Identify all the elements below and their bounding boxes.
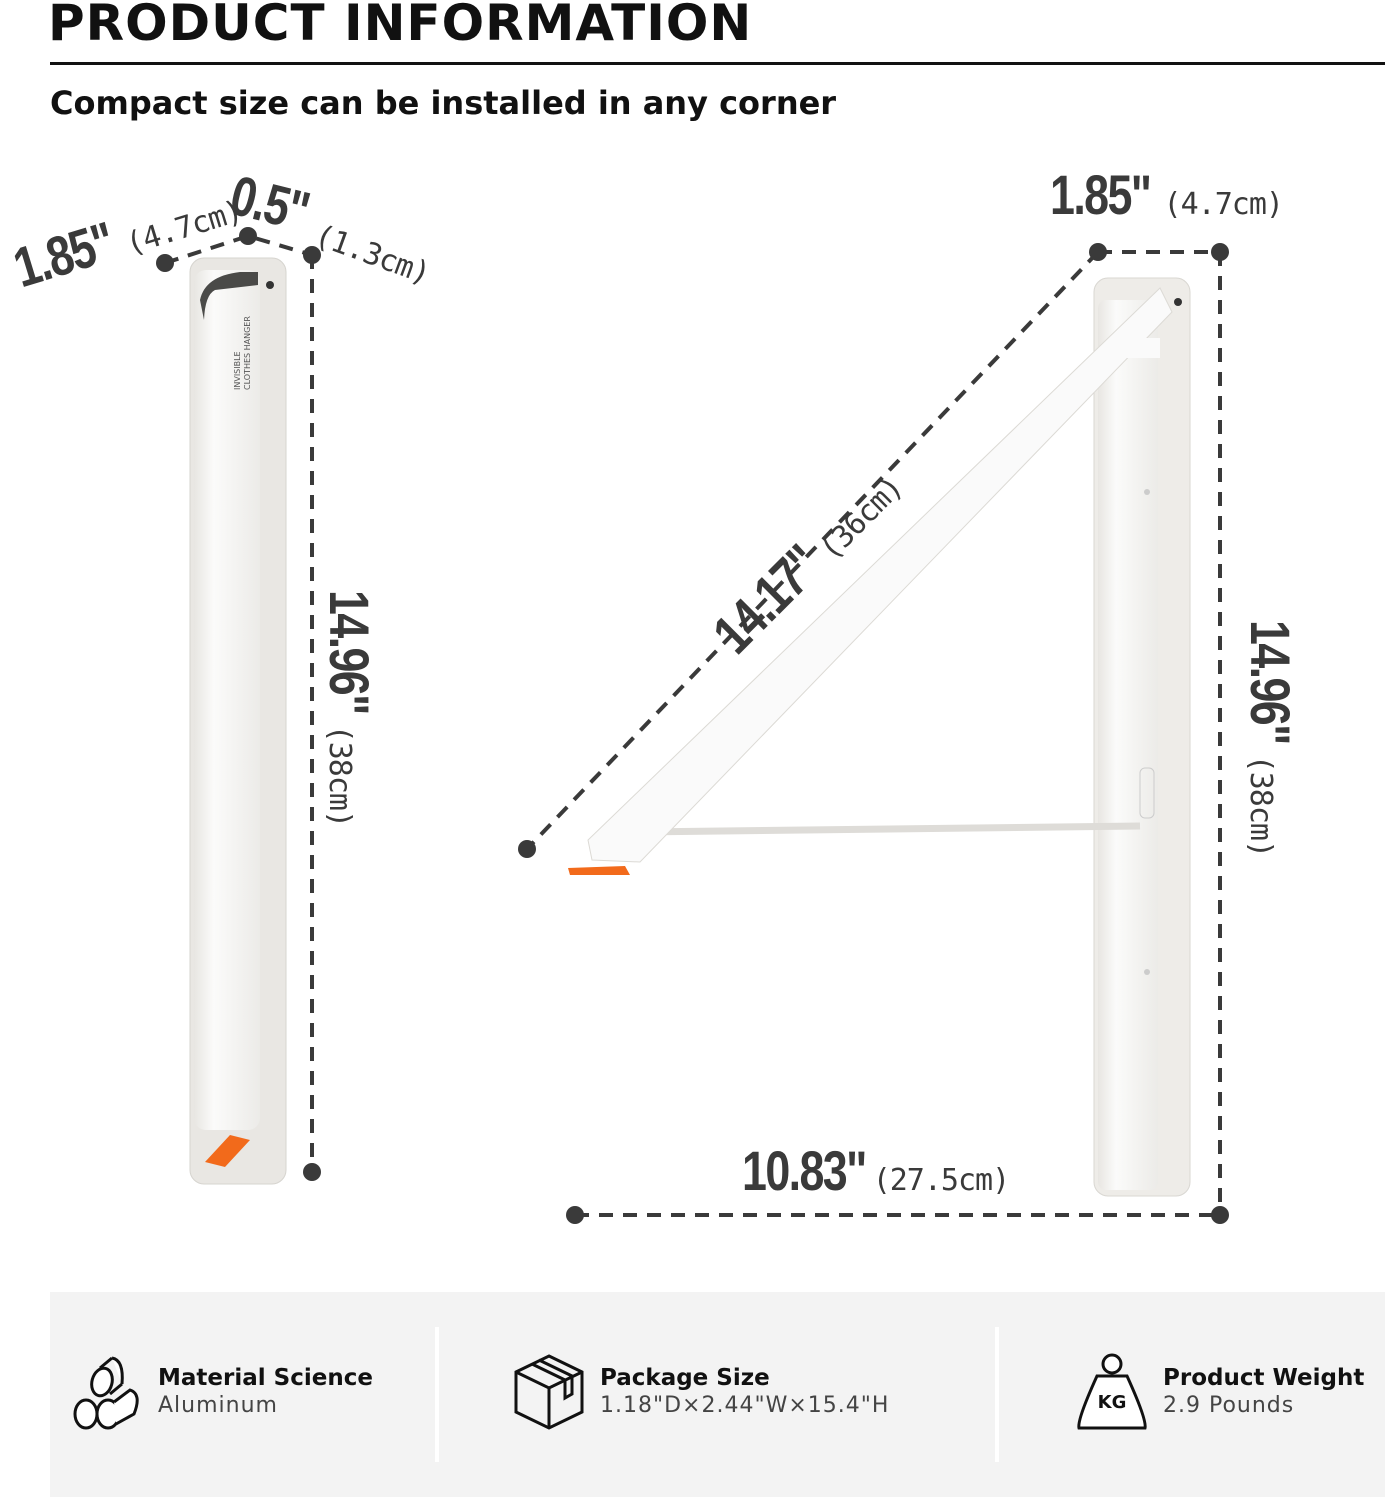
extension-dimension: 10.83" (27.5cm): [742, 1138, 1010, 1203]
kg-icon-text: KG: [1097, 1392, 1127, 1413]
material-rods-icon: [73, 1356, 139, 1430]
dimension-inches: 10.83": [742, 1139, 867, 1202]
spec-weight: KG Product Weight 2.9 Pounds: [1075, 1350, 1364, 1434]
spec-label: Product Weight: [1163, 1365, 1365, 1391]
dimension-inches: 1.85": [1050, 163, 1152, 226]
spec-value: 2.9 Pounds: [1163, 1393, 1295, 1418]
unfolded-height-dimension: 14.96" (38cm): [1238, 620, 1303, 857]
unfolded-width-dimension: 1.85" (4.7cm): [1050, 162, 1284, 227]
title-divider: [50, 62, 1385, 65]
unfolded-hanger-image: [568, 277, 1191, 1197]
orange-release-tab: [568, 866, 630, 875]
dimension-cm: (38cm): [322, 724, 357, 828]
divider: [995, 1327, 999, 1462]
dimension-cm: (4.7cm): [1163, 187, 1284, 222]
dimension-inches: 14.96": [1239, 620, 1302, 744]
spec-panel: Material Science Aluminum Package Size 1…: [50, 1292, 1385, 1497]
product-illustration: INVISIBLE CLOTHES HANGER: [156, 227, 1229, 1224]
spec-material: Material Science Aluminum: [72, 1352, 373, 1432]
spec-value: 1.18"D×2.44"W×15.4"H: [600, 1393, 890, 1418]
page-subtitle: Compact size can be installed in any cor…: [50, 84, 837, 122]
dimension-lines: [164, 233, 1222, 1217]
dimension-cm: (38cm): [1243, 754, 1278, 858]
product-label-text: CLOTHES HANGER: [243, 316, 252, 390]
package-box-icon: [514, 1354, 584, 1430]
spec-label: Material Science: [158, 1365, 373, 1391]
spec-label: Package Size: [600, 1365, 770, 1391]
folded-hanger-image: INVISIBLE CLOTHES HANGER: [189, 257, 287, 1185]
dimension-inches: 14.96": [318, 590, 381, 714]
orange-release-tab: [205, 1135, 250, 1167]
product-label-text: INVISIBLE: [233, 351, 242, 390]
dimension-dots: [156, 227, 1229, 1224]
spec-package: Package Size 1.18"D×2.44"W×15.4"H: [512, 1352, 889, 1432]
kg-weight-icon: KG: [1075, 1350, 1149, 1434]
folded-height-dimension: 14.96" (38cm): [317, 590, 382, 827]
divider: [435, 1327, 439, 1462]
page-title: PRODUCT INFORMATION: [48, 0, 753, 52]
dimension-cm: (27.5cm): [872, 1163, 1010, 1198]
spec-value: Aluminum: [158, 1393, 278, 1418]
